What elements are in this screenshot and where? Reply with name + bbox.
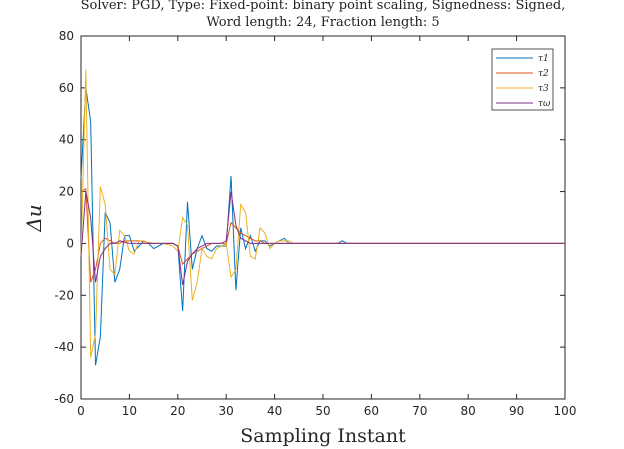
x-axis-ticks: 0 10 20 30 40 50 60 70 80 90 100	[77, 36, 576, 418]
legend: τ1 τ2 τ3 τω	[491, 48, 554, 111]
x-tick-label: 40	[267, 404, 282, 418]
x-tick-label: 80	[461, 404, 476, 418]
legend-label-3: τ3	[538, 84, 549, 94]
y-tick-label: -40	[54, 340, 74, 354]
x-tick-label: 20	[170, 404, 185, 418]
x-tick-label: 0	[77, 404, 85, 418]
y-tick-label: 60	[59, 81, 74, 95]
series-layer	[80, 69, 565, 366]
y-tick-label: 40	[59, 133, 74, 147]
y-axis-label: Δu	[22, 204, 46, 232]
x-tick-label: 60	[364, 404, 379, 418]
x-tick-label: 70	[412, 404, 427, 418]
legend-label-4: τω	[538, 99, 551, 109]
plot-area	[80, 35, 566, 400]
series-line-4	[80, 191, 565, 286]
y-tick-label: 0	[66, 236, 74, 250]
y-tick-label: 20	[59, 185, 74, 199]
x-tick-label: 100	[554, 404, 577, 418]
legend-box	[491, 48, 554, 111]
legend-label-1: τ1	[538, 54, 549, 64]
chart-title-line-1: Solver: PGD, Type: Fixed-point: binary p…	[81, 0, 566, 13]
y-axis-ticks: -60 -40 -20 0 20 40 60 80	[54, 29, 565, 406]
x-tick-label: 90	[509, 404, 524, 418]
y-tick-label: -60	[54, 392, 74, 406]
y-tick-label: 80	[59, 29, 74, 43]
x-tick-label: 30	[219, 404, 234, 418]
legend-label-2: τ2	[538, 69, 549, 79]
chart-title-line-2: Word length: 24, Fraction length: 5	[206, 15, 439, 30]
x-tick-label: 50	[315, 404, 330, 418]
y-tick-label: -20	[54, 288, 74, 302]
x-axis-label: Sampling Instant	[240, 425, 406, 447]
x-tick-label: 10	[122, 404, 137, 418]
series-line-3	[80, 69, 565, 358]
